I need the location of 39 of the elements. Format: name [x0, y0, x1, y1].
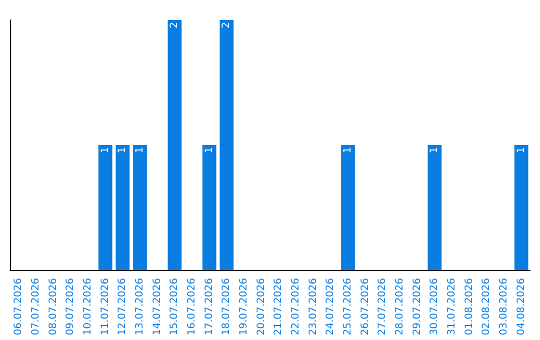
x-tick-label: 04.08.2026	[516, 278, 527, 336]
x-tick-label: 20.07.2026	[256, 278, 267, 336]
x-tick-label: 08.07.2026	[48, 278, 59, 336]
data-label: 1	[429, 147, 440, 154]
x-tick-label: 24.07.2026	[325, 278, 336, 336]
x-tick-label: 25.07.2026	[342, 278, 354, 336]
x-tick-label: 16.07.2026	[186, 278, 198, 336]
x-tick-label: 07.07.2026	[30, 278, 42, 336]
x-tick-label: 19.07.2026	[238, 278, 250, 336]
x-tick-label: 03.08.2026	[498, 278, 510, 336]
x-tick-label: 17.07.2026	[204, 278, 215, 336]
data-label: 1	[134, 147, 146, 154]
x-tick-label: 10.07.2026	[82, 278, 94, 336]
x-tick-label: 01.08.2026	[464, 278, 475, 336]
x-tick-label: 27.07.2026	[377, 278, 388, 336]
x-tick-label: 30.07.2026	[429, 278, 440, 336]
x-tick-label: 15.07.2026	[169, 278, 180, 336]
data-label: 1	[204, 147, 215, 154]
x-tick-label: 11.07.2026	[100, 278, 111, 336]
x-tick-label: 09.07.2026	[65, 278, 76, 336]
data-label: 1	[117, 147, 128, 154]
x-tick-label: 26.07.2026	[360, 278, 371, 336]
x-tick-label: 12.07.2026	[117, 278, 128, 336]
x-tick-label: 23.07.2026	[308, 278, 319, 336]
data-label: 2	[221, 22, 232, 28]
x-tick-label: 28.07.2026	[394, 278, 406, 336]
x-tick-label: 22.07.2026	[290, 278, 302, 336]
x-tick-label: 06.07.2026	[13, 278, 24, 336]
x-tick-label: 18.07.2026	[221, 278, 232, 336]
data-label: 1	[100, 147, 111, 154]
x-tick-label: 02.08.2026	[481, 278, 492, 336]
x-tick-label: 21.07.2026	[273, 278, 284, 336]
x-tick-label: 13.07.2026	[134, 278, 146, 336]
data-label: 1	[342, 147, 354, 154]
data-label: 2	[169, 22, 180, 28]
x-tick-label: 14.07.2026	[152, 278, 163, 336]
data-label: 1	[516, 147, 527, 154]
x-tick-label: 31.07.2026	[446, 278, 458, 336]
x-tick-label: 29.07.2026	[412, 278, 423, 336]
